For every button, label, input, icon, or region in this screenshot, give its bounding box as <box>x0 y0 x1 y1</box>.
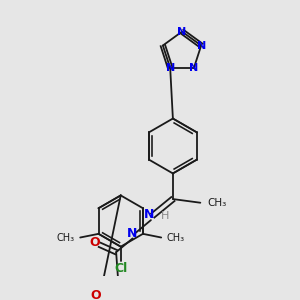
Text: N: N <box>166 63 175 73</box>
Text: N: N <box>196 40 206 50</box>
Text: N: N <box>189 63 199 73</box>
Text: CH₃: CH₃ <box>208 198 227 208</box>
Text: O: O <box>90 236 101 250</box>
Text: H: H <box>161 212 170 221</box>
Text: O: O <box>91 289 101 300</box>
Text: Cl: Cl <box>114 262 127 275</box>
Text: N: N <box>127 227 137 240</box>
Text: N: N <box>177 27 187 37</box>
Text: CH₃: CH₃ <box>57 233 75 243</box>
Text: CH₃: CH₃ <box>167 233 185 243</box>
Text: N: N <box>144 208 154 221</box>
